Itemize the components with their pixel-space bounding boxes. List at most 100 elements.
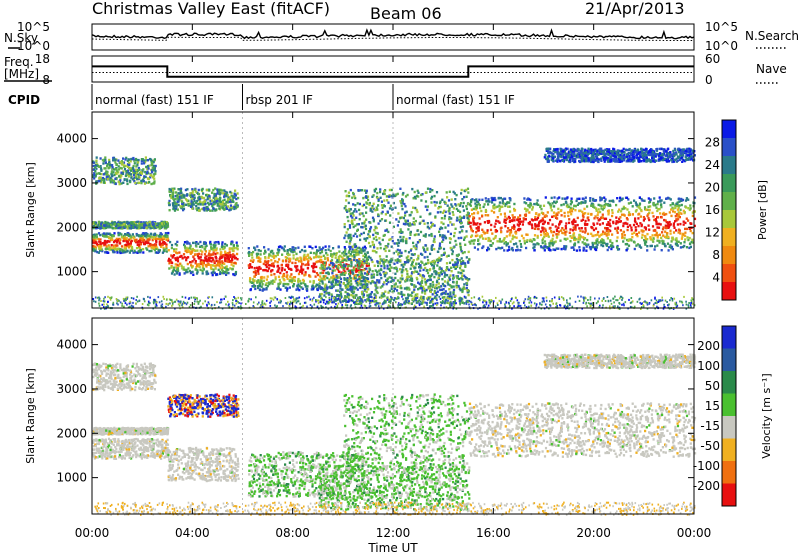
data-cell [140, 222, 144, 226]
data-cell [325, 271, 328, 275]
data-cell [436, 264, 439, 267]
data-cell [386, 210, 389, 213]
data-cell [115, 248, 118, 251]
data-cell [178, 273, 181, 276]
data-cell [573, 242, 577, 245]
data-cell [106, 164, 109, 168]
data-cell [363, 276, 367, 279]
data-cell [186, 188, 189, 191]
data-cell [199, 240, 202, 244]
data-cell [249, 263, 252, 266]
data-cell [386, 264, 389, 267]
data-cell [155, 224, 159, 227]
data-cell [209, 240, 212, 244]
data-cell [568, 231, 571, 234]
noise-right-tick-bottom: 10^0 [705, 39, 738, 53]
data-cell [433, 240, 436, 244]
data-cell [191, 192, 194, 195]
data-cell [212, 203, 215, 206]
data-cell [360, 250, 363, 254]
data-cell [680, 237, 683, 240]
data-cell [432, 259, 435, 263]
data-cell [376, 291, 379, 295]
data-cell [458, 218, 461, 222]
data-cell [628, 238, 631, 241]
data-cell [145, 225, 148, 228]
data-cell [356, 229, 359, 232]
data-cell [110, 238, 113, 241]
data-cell [169, 240, 172, 244]
data-cell [114, 182, 117, 186]
data-cell [423, 256, 426, 259]
data-cell [586, 216, 589, 220]
freq-label: Freq. [4, 55, 34, 69]
data-cell [394, 266, 398, 269]
data-cell [459, 210, 462, 214]
data-cell [132, 251, 135, 254]
data-cell [457, 271, 460, 274]
data-cell [267, 248, 270, 251]
data-cell [431, 285, 434, 289]
data-cell [520, 245, 523, 248]
data-cell [280, 264, 283, 267]
data-cell [515, 242, 518, 245]
data-cell [422, 274, 425, 277]
data-cell [336, 259, 339, 262]
data-cell [370, 291, 373, 294]
data-cell [98, 221, 101, 224]
data-cell [107, 244, 110, 247]
data-cell [351, 196, 354, 199]
data-cell [123, 168, 127, 171]
data-cell [643, 234, 646, 238]
data-cell [608, 199, 611, 203]
data-cell [438, 247, 441, 250]
data-cell [411, 291, 414, 294]
data-cell [288, 286, 291, 289]
data-cell [403, 263, 406, 266]
data-cell [568, 221, 571, 225]
data-cell [143, 238, 146, 242]
data-cell [482, 205, 485, 209]
data-cell [176, 268, 179, 271]
data-cell [365, 290, 368, 294]
data-cell [465, 205, 468, 208]
data-cell [375, 251, 378, 254]
data-cell [587, 212, 590, 215]
data-cell [421, 253, 424, 256]
data-cell [352, 191, 355, 195]
data-cell [349, 277, 352, 280]
data-cell [157, 225, 160, 228]
data-cell [414, 247, 417, 250]
data-cell [198, 209, 201, 212]
data-cell [153, 166, 156, 169]
data-cell [634, 226, 637, 229]
data-cell [403, 287, 406, 290]
data-cell [94, 166, 97, 169]
data-cell [115, 163, 118, 167]
data-cell [185, 203, 188, 206]
data-cell [347, 257, 350, 261]
data-cell [600, 207, 603, 210]
data-cell [357, 266, 360, 270]
data-cell [388, 221, 392, 224]
data-cell [165, 243, 168, 246]
data-cell [647, 224, 650, 227]
data-cell [276, 270, 279, 273]
data-cell [684, 238, 687, 241]
data-cell [355, 216, 358, 219]
data-cell [273, 273, 276, 276]
data-cell [565, 222, 568, 225]
data-cell [144, 223, 147, 227]
data-cell [253, 246, 256, 249]
data-cell [291, 248, 294, 251]
data-cell [407, 228, 410, 231]
data-cell [517, 216, 520, 219]
data-cell [621, 235, 624, 238]
data-cell [151, 220, 154, 224]
data-cell [100, 224, 103, 228]
data-cell [110, 174, 114, 177]
data-cell [148, 244, 151, 247]
data-cell [379, 190, 382, 194]
data-cell [403, 293, 406, 297]
data-cell [411, 283, 414, 286]
